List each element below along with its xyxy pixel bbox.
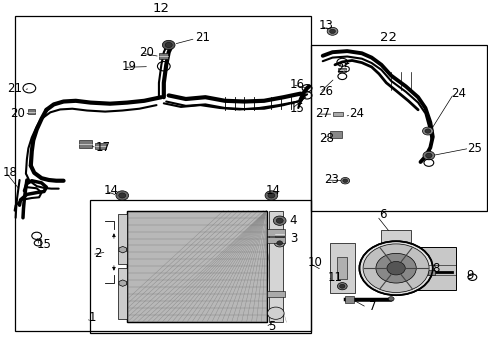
Text: 19: 19 <box>122 60 137 73</box>
Circle shape <box>422 151 434 160</box>
Circle shape <box>342 179 347 183</box>
Circle shape <box>116 191 128 200</box>
Text: 15: 15 <box>37 238 51 251</box>
Circle shape <box>375 253 415 283</box>
Circle shape <box>422 127 432 135</box>
Bar <box>337 257 346 279</box>
Bar <box>118 214 127 264</box>
Bar <box>427 270 434 275</box>
Bar <box>266 291 285 297</box>
Text: 25: 25 <box>336 62 350 75</box>
Circle shape <box>387 297 393 301</box>
Text: 12: 12 <box>153 3 169 15</box>
Circle shape <box>329 29 335 33</box>
Text: 20: 20 <box>139 46 154 59</box>
Bar <box>266 237 285 243</box>
Text: 1: 1 <box>88 311 96 324</box>
Bar <box>338 68 346 72</box>
Bar <box>28 109 35 114</box>
Text: 7: 7 <box>368 300 376 313</box>
FancyBboxPatch shape <box>329 243 354 293</box>
Circle shape <box>337 283 346 290</box>
Bar <box>159 53 168 58</box>
Text: 3: 3 <box>289 232 297 245</box>
Text: 15: 15 <box>289 102 304 114</box>
Bar <box>333 112 343 116</box>
Circle shape <box>339 284 345 288</box>
Circle shape <box>264 191 277 200</box>
Text: 24: 24 <box>450 87 465 100</box>
Bar <box>275 231 284 237</box>
Bar <box>381 230 410 243</box>
Text: 5: 5 <box>267 320 275 333</box>
Circle shape <box>274 239 285 247</box>
Circle shape <box>276 241 282 245</box>
Text: 8: 8 <box>431 262 439 275</box>
Text: 6: 6 <box>378 208 386 221</box>
Circle shape <box>340 177 349 184</box>
Text: 11: 11 <box>327 271 342 284</box>
Text: 14: 14 <box>265 184 280 197</box>
Text: 24: 24 <box>349 107 364 120</box>
Text: 23: 23 <box>324 173 338 186</box>
Circle shape <box>267 193 274 198</box>
Text: 17: 17 <box>95 141 110 154</box>
Text: 22: 22 <box>380 31 396 44</box>
Bar <box>95 143 105 149</box>
Bar <box>127 211 266 322</box>
Text: 16: 16 <box>289 78 304 91</box>
Text: 13: 13 <box>318 19 333 32</box>
Text: 27: 27 <box>315 107 329 120</box>
Circle shape <box>119 193 125 198</box>
Polygon shape <box>119 246 126 253</box>
Text: 10: 10 <box>307 256 322 269</box>
Text: 26: 26 <box>317 85 332 98</box>
Bar <box>90 200 310 333</box>
Text: 21: 21 <box>7 82 22 95</box>
Bar <box>118 269 127 319</box>
Circle shape <box>386 261 405 275</box>
Circle shape <box>276 218 283 223</box>
Circle shape <box>326 27 337 35</box>
Bar <box>329 131 342 138</box>
Circle shape <box>424 129 430 133</box>
Circle shape <box>425 153 431 158</box>
Bar <box>266 229 285 236</box>
Text: 18: 18 <box>2 166 17 179</box>
Text: 9: 9 <box>466 269 473 282</box>
Text: 20: 20 <box>10 107 24 120</box>
Bar <box>127 211 266 322</box>
Circle shape <box>359 241 432 295</box>
Text: 14: 14 <box>103 184 118 197</box>
Text: 21: 21 <box>195 31 210 44</box>
Bar <box>344 296 353 303</box>
Text: 4: 4 <box>289 214 297 227</box>
Circle shape <box>162 40 175 50</box>
Bar <box>406 247 455 290</box>
Circle shape <box>273 216 285 225</box>
Text: 2: 2 <box>94 247 102 260</box>
Text: 25: 25 <box>466 142 481 155</box>
Polygon shape <box>119 280 126 287</box>
Bar <box>79 140 91 148</box>
Circle shape <box>267 307 284 319</box>
Bar <box>310 45 486 211</box>
Circle shape <box>362 244 428 292</box>
Circle shape <box>165 42 172 48</box>
Bar <box>15 16 310 331</box>
Text: 28: 28 <box>319 132 333 145</box>
Bar <box>268 211 282 322</box>
